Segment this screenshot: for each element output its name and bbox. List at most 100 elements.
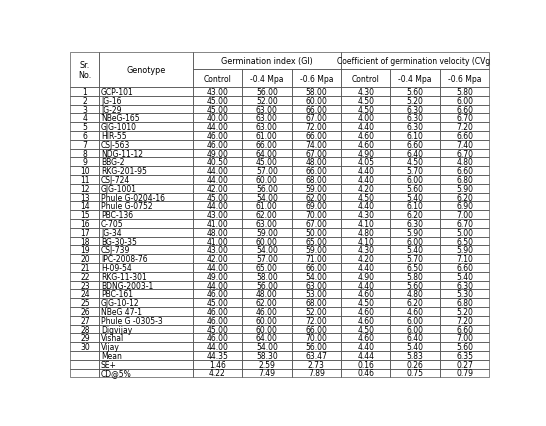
Text: 45.00: 45.00 [206,193,228,202]
Text: 7.20: 7.20 [456,316,473,325]
Text: 1: 1 [82,88,87,97]
Text: 6.30: 6.30 [407,114,424,123]
Text: 62.00: 62.00 [256,210,278,220]
Text: 45.00: 45.00 [206,105,228,114]
Text: CD@5%: CD@5% [101,368,132,377]
Text: 5.90: 5.90 [407,228,424,237]
Text: GJG-10-12: GJG-10-12 [101,298,140,308]
Text: 66.00: 66.00 [305,105,327,114]
Text: BDNG-2003-1: BDNG-2003-1 [101,281,153,290]
Text: 4.60: 4.60 [357,334,374,343]
Text: 68.00: 68.00 [305,298,327,308]
Text: 4.60: 4.60 [357,316,374,325]
Text: 70.00: 70.00 [305,334,327,343]
Text: 60.00: 60.00 [256,237,278,246]
Text: 49.00: 49.00 [206,272,228,281]
Text: 0.16: 0.16 [357,360,374,369]
Text: 6.60: 6.60 [456,263,473,272]
Text: 6.40: 6.40 [407,334,424,343]
Text: JG-16: JG-16 [101,97,122,106]
Text: 72.00: 72.00 [305,316,327,325]
Text: 50.00: 50.00 [305,228,327,237]
Text: 72.00: 72.00 [305,123,327,132]
Text: 44.00: 44.00 [206,343,228,351]
Text: 67.00: 67.00 [305,219,327,228]
Text: 5.60: 5.60 [407,184,424,193]
Text: 4.10: 4.10 [357,237,374,246]
Text: Control: Control [352,75,379,83]
Text: 59.00: 59.00 [305,246,327,255]
Text: 29: 29 [80,334,90,343]
Text: 61.00: 61.00 [256,202,278,211]
Text: 66.00: 66.00 [305,132,327,141]
Text: Coefficient of germination velocity (CVg): Coefficient of germination velocity (CVg… [337,57,493,66]
Text: 46.00: 46.00 [206,290,228,299]
Text: 63.00: 63.00 [256,219,278,228]
Text: 6.00: 6.00 [407,316,424,325]
Text: 43.00: 43.00 [206,246,228,255]
Text: BBG-2: BBG-2 [101,158,124,167]
Text: 5.40: 5.40 [407,343,424,351]
Text: 28: 28 [80,325,90,334]
Text: 6.70: 6.70 [456,114,473,123]
Text: 59.00: 59.00 [305,184,327,193]
Text: 6.10: 6.10 [407,132,424,141]
Text: GCP-101: GCP-101 [101,88,134,97]
Text: Mean: Mean [101,351,122,360]
Text: C-705: C-705 [101,219,123,228]
Text: 41.00: 41.00 [206,237,228,246]
Text: 61.00: 61.00 [256,132,278,141]
Text: RKG-201-95: RKG-201-95 [101,167,147,176]
Text: 46.00: 46.00 [206,307,228,316]
Text: 45.00: 45.00 [256,158,278,167]
Text: 67.00: 67.00 [305,114,327,123]
Text: -0.6 Mpa: -0.6 Mpa [300,75,333,83]
Text: 12: 12 [80,184,90,193]
Text: 44.00: 44.00 [206,167,228,176]
Text: 5.80: 5.80 [407,272,424,281]
Text: 14: 14 [80,202,90,211]
Text: 4.30: 4.30 [357,88,374,97]
Text: 69.00: 69.00 [305,202,327,211]
Text: 60.00: 60.00 [305,97,327,106]
Text: 42.00: 42.00 [206,254,228,264]
Text: 4.40: 4.40 [357,123,374,132]
Text: 54.00: 54.00 [305,272,327,281]
Text: 5.60: 5.60 [407,281,424,290]
Text: 5.70: 5.70 [407,167,424,176]
Text: 58.00: 58.00 [305,88,327,97]
Text: 40.00: 40.00 [206,114,228,123]
Text: 0.75: 0.75 [407,368,424,377]
Text: 45.00: 45.00 [206,298,228,308]
Text: 4.40: 4.40 [357,281,374,290]
Text: 45.00: 45.00 [206,97,228,106]
Text: Phule G -0305-3: Phule G -0305-3 [101,316,163,325]
Text: 48.00: 48.00 [305,158,327,167]
Text: 63.00: 63.00 [256,123,278,132]
Text: 5.90: 5.90 [456,246,473,255]
Text: CSJ-724: CSJ-724 [101,176,130,184]
Text: 6.10: 6.10 [407,202,424,211]
Text: 25: 25 [80,298,90,308]
Text: 40.50: 40.50 [206,158,228,167]
Text: PBC-136: PBC-136 [101,210,133,220]
Text: 7.00: 7.00 [456,210,473,220]
Text: 6.20: 6.20 [456,193,473,202]
Text: 5.90: 5.90 [456,184,473,193]
Text: 49.00: 49.00 [206,149,228,158]
Text: 46.00: 46.00 [206,132,228,141]
Text: 6.60: 6.60 [456,325,473,334]
Text: 5.70: 5.70 [407,254,424,264]
Text: 6.30: 6.30 [407,105,424,114]
Text: 4.40: 4.40 [357,167,374,176]
Text: 6.60: 6.60 [456,167,473,176]
Text: 54.00: 54.00 [256,246,278,255]
Text: 56.00: 56.00 [305,343,327,351]
Text: 6: 6 [82,132,87,141]
Text: 56.00: 56.00 [256,281,278,290]
Text: 45.00: 45.00 [206,325,228,334]
Text: 6.70: 6.70 [456,149,473,158]
Text: 16: 16 [80,219,90,228]
Text: Phule G-0752: Phule G-0752 [101,202,153,211]
Text: Digvijay: Digvijay [101,325,132,334]
